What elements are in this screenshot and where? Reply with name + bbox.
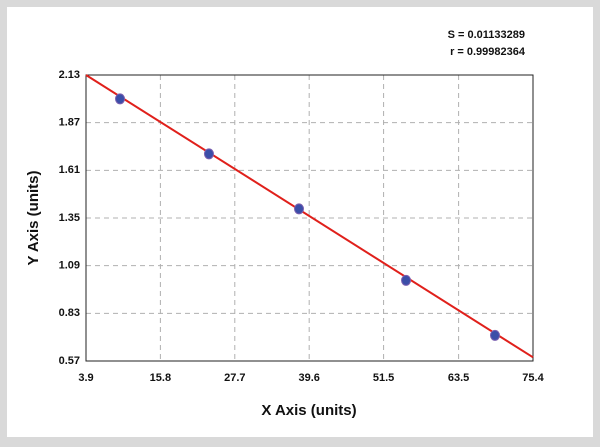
x-tick-label: 51.5 [373,372,394,384]
y-tick-label: 1.09 [59,260,80,272]
y-tick-label: 2.13 [59,69,80,81]
x-tick-label: 63.5 [448,372,469,384]
annotation: S = 0.01133289 [448,29,525,41]
x-tick-label: 3.9 [78,372,93,384]
y-tick-label: 0.83 [59,307,80,319]
y-axis-label: Y Axis (units) [25,170,42,265]
canvas [7,7,593,437]
x-axis-label: X Axis (units) [261,402,356,419]
data-point [401,274,412,286]
y-tick-label: 1.87 [59,117,80,129]
y-tick-label: 1.61 [59,164,80,176]
data-point [203,148,214,160]
x-tick-label: 75.4 [522,372,544,384]
x-tick-label: 15.8 [150,372,171,384]
data-point [293,203,304,215]
y-tick-label: 0.57 [59,355,80,367]
data-point [489,329,500,341]
annotation: r = 0.99982364 [450,46,526,58]
y-tick-label: 1.35 [59,212,80,224]
fit-line [85,74,534,359]
data-point [115,93,126,105]
x-tick-label: 27.7 [224,372,245,384]
x-tick-label: 39.6 [298,372,319,384]
plot-border [85,74,534,362]
